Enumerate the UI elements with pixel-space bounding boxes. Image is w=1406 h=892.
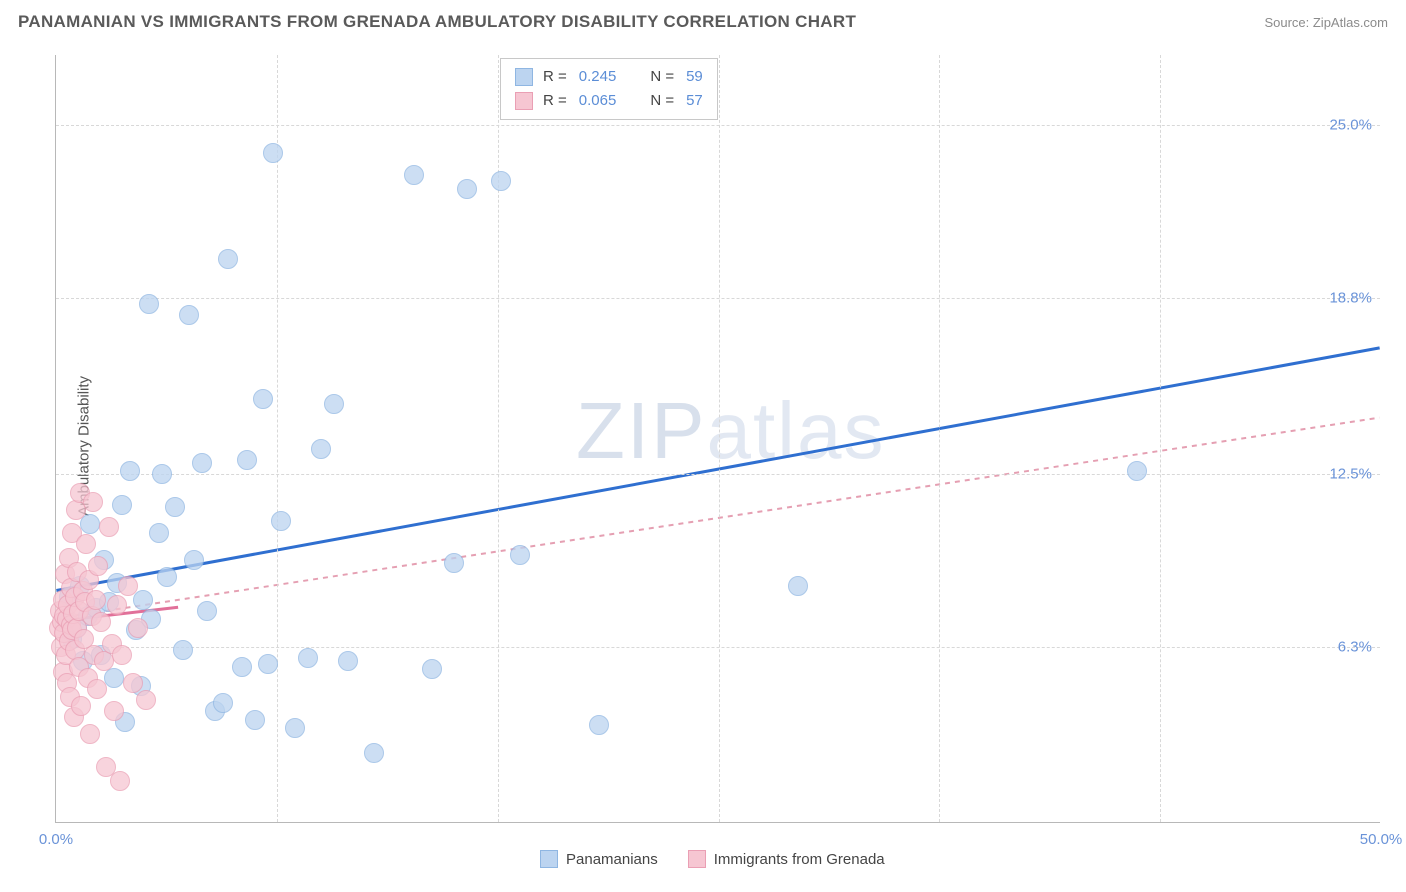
- gridline-v: [1160, 55, 1161, 822]
- data-point: [83, 492, 103, 512]
- data-point: [99, 517, 119, 537]
- data-point: [71, 696, 91, 716]
- data-point: [324, 394, 344, 414]
- chart-title: PANAMANIAN VS IMMIGRANTS FROM GRENADA AM…: [18, 12, 856, 32]
- data-point: [1127, 461, 1147, 481]
- legend-row: R =0.065N =57: [515, 89, 703, 113]
- data-point: [120, 461, 140, 481]
- data-point: [422, 659, 442, 679]
- data-point: [192, 453, 212, 473]
- chart-header: PANAMANIAN VS IMMIGRANTS FROM GRENADA AM…: [18, 12, 1388, 32]
- data-point: [173, 640, 193, 660]
- data-point: [118, 576, 138, 596]
- data-point: [253, 389, 273, 409]
- data-point: [76, 534, 96, 554]
- data-point: [110, 771, 130, 791]
- data-point: [589, 715, 609, 735]
- data-point: [285, 718, 305, 738]
- data-point: [197, 601, 217, 621]
- data-point: [213, 693, 233, 713]
- gridline-v: [719, 55, 720, 822]
- data-point: [232, 657, 252, 677]
- y-tick-label: 25.0%: [1329, 116, 1372, 133]
- data-point: [218, 249, 238, 269]
- data-point: [263, 143, 283, 163]
- legend-swatch: [688, 850, 706, 868]
- chart-source: Source: ZipAtlas.com: [1264, 15, 1388, 30]
- data-point: [128, 618, 148, 638]
- data-point: [91, 612, 111, 632]
- data-point: [237, 450, 257, 470]
- data-point: [258, 654, 278, 674]
- data-point: [157, 567, 177, 587]
- series-legend: Panamanians Immigrants from Grenada: [540, 850, 885, 868]
- data-point: [245, 710, 265, 730]
- scatter-plot: ZIPatlas 6.3%12.5%18.8%25.0%0.0%50.0%: [55, 55, 1380, 823]
- data-point: [104, 701, 124, 721]
- legend-item: Immigrants from Grenada: [688, 850, 885, 868]
- y-tick-label: 18.8%: [1329, 289, 1372, 306]
- data-point: [80, 724, 100, 744]
- data-point: [179, 305, 199, 325]
- legend-item: Panamanians: [540, 850, 658, 868]
- data-point: [149, 523, 169, 543]
- data-point: [510, 545, 530, 565]
- data-point: [133, 590, 153, 610]
- data-point: [184, 550, 204, 570]
- data-point: [107, 595, 127, 615]
- data-point: [165, 497, 185, 517]
- data-point: [491, 171, 511, 191]
- data-point: [139, 294, 159, 314]
- data-point: [80, 514, 100, 534]
- correlation-legend: R =0.245N =59R =0.065N =57: [500, 58, 718, 120]
- y-tick-label: 6.3%: [1338, 639, 1372, 656]
- data-point: [788, 576, 808, 596]
- legend-row: R =0.245N =59: [515, 65, 703, 89]
- data-point: [364, 743, 384, 763]
- data-point: [87, 679, 107, 699]
- x-tick-label: 0.0%: [39, 831, 73, 848]
- y-tick-label: 12.5%: [1329, 465, 1372, 482]
- legend-swatch: [515, 92, 533, 110]
- data-point: [404, 165, 424, 185]
- watermark: ZIPatlas: [576, 385, 885, 477]
- gridline-v: [939, 55, 940, 822]
- data-point: [88, 556, 108, 576]
- data-point: [136, 690, 156, 710]
- data-point: [298, 648, 318, 668]
- data-point: [457, 179, 477, 199]
- data-point: [123, 673, 143, 693]
- data-point: [338, 651, 358, 671]
- data-point: [271, 511, 291, 531]
- data-point: [112, 645, 132, 665]
- data-point: [104, 668, 124, 688]
- data-point: [444, 553, 464, 573]
- data-point: [311, 439, 331, 459]
- legend-swatch: [515, 68, 533, 86]
- data-point: [152, 464, 172, 484]
- gridline-v: [277, 55, 278, 822]
- legend-swatch: [540, 850, 558, 868]
- x-tick-label: 50.0%: [1360, 831, 1403, 848]
- data-point: [86, 590, 106, 610]
- data-point: [112, 495, 132, 515]
